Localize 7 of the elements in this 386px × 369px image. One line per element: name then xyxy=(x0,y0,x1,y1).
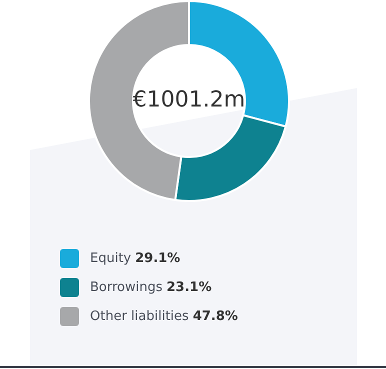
legend-label: Other liabilities xyxy=(90,309,189,324)
legend-label: Equity xyxy=(90,251,132,266)
data-label: 29.1% xyxy=(135,251,180,266)
data-label: 23.1% xyxy=(166,280,212,295)
data-label: 47.8% xyxy=(192,309,238,324)
legend-label: Borrowings xyxy=(90,280,163,295)
text: €1001.2m xyxy=(132,88,246,113)
